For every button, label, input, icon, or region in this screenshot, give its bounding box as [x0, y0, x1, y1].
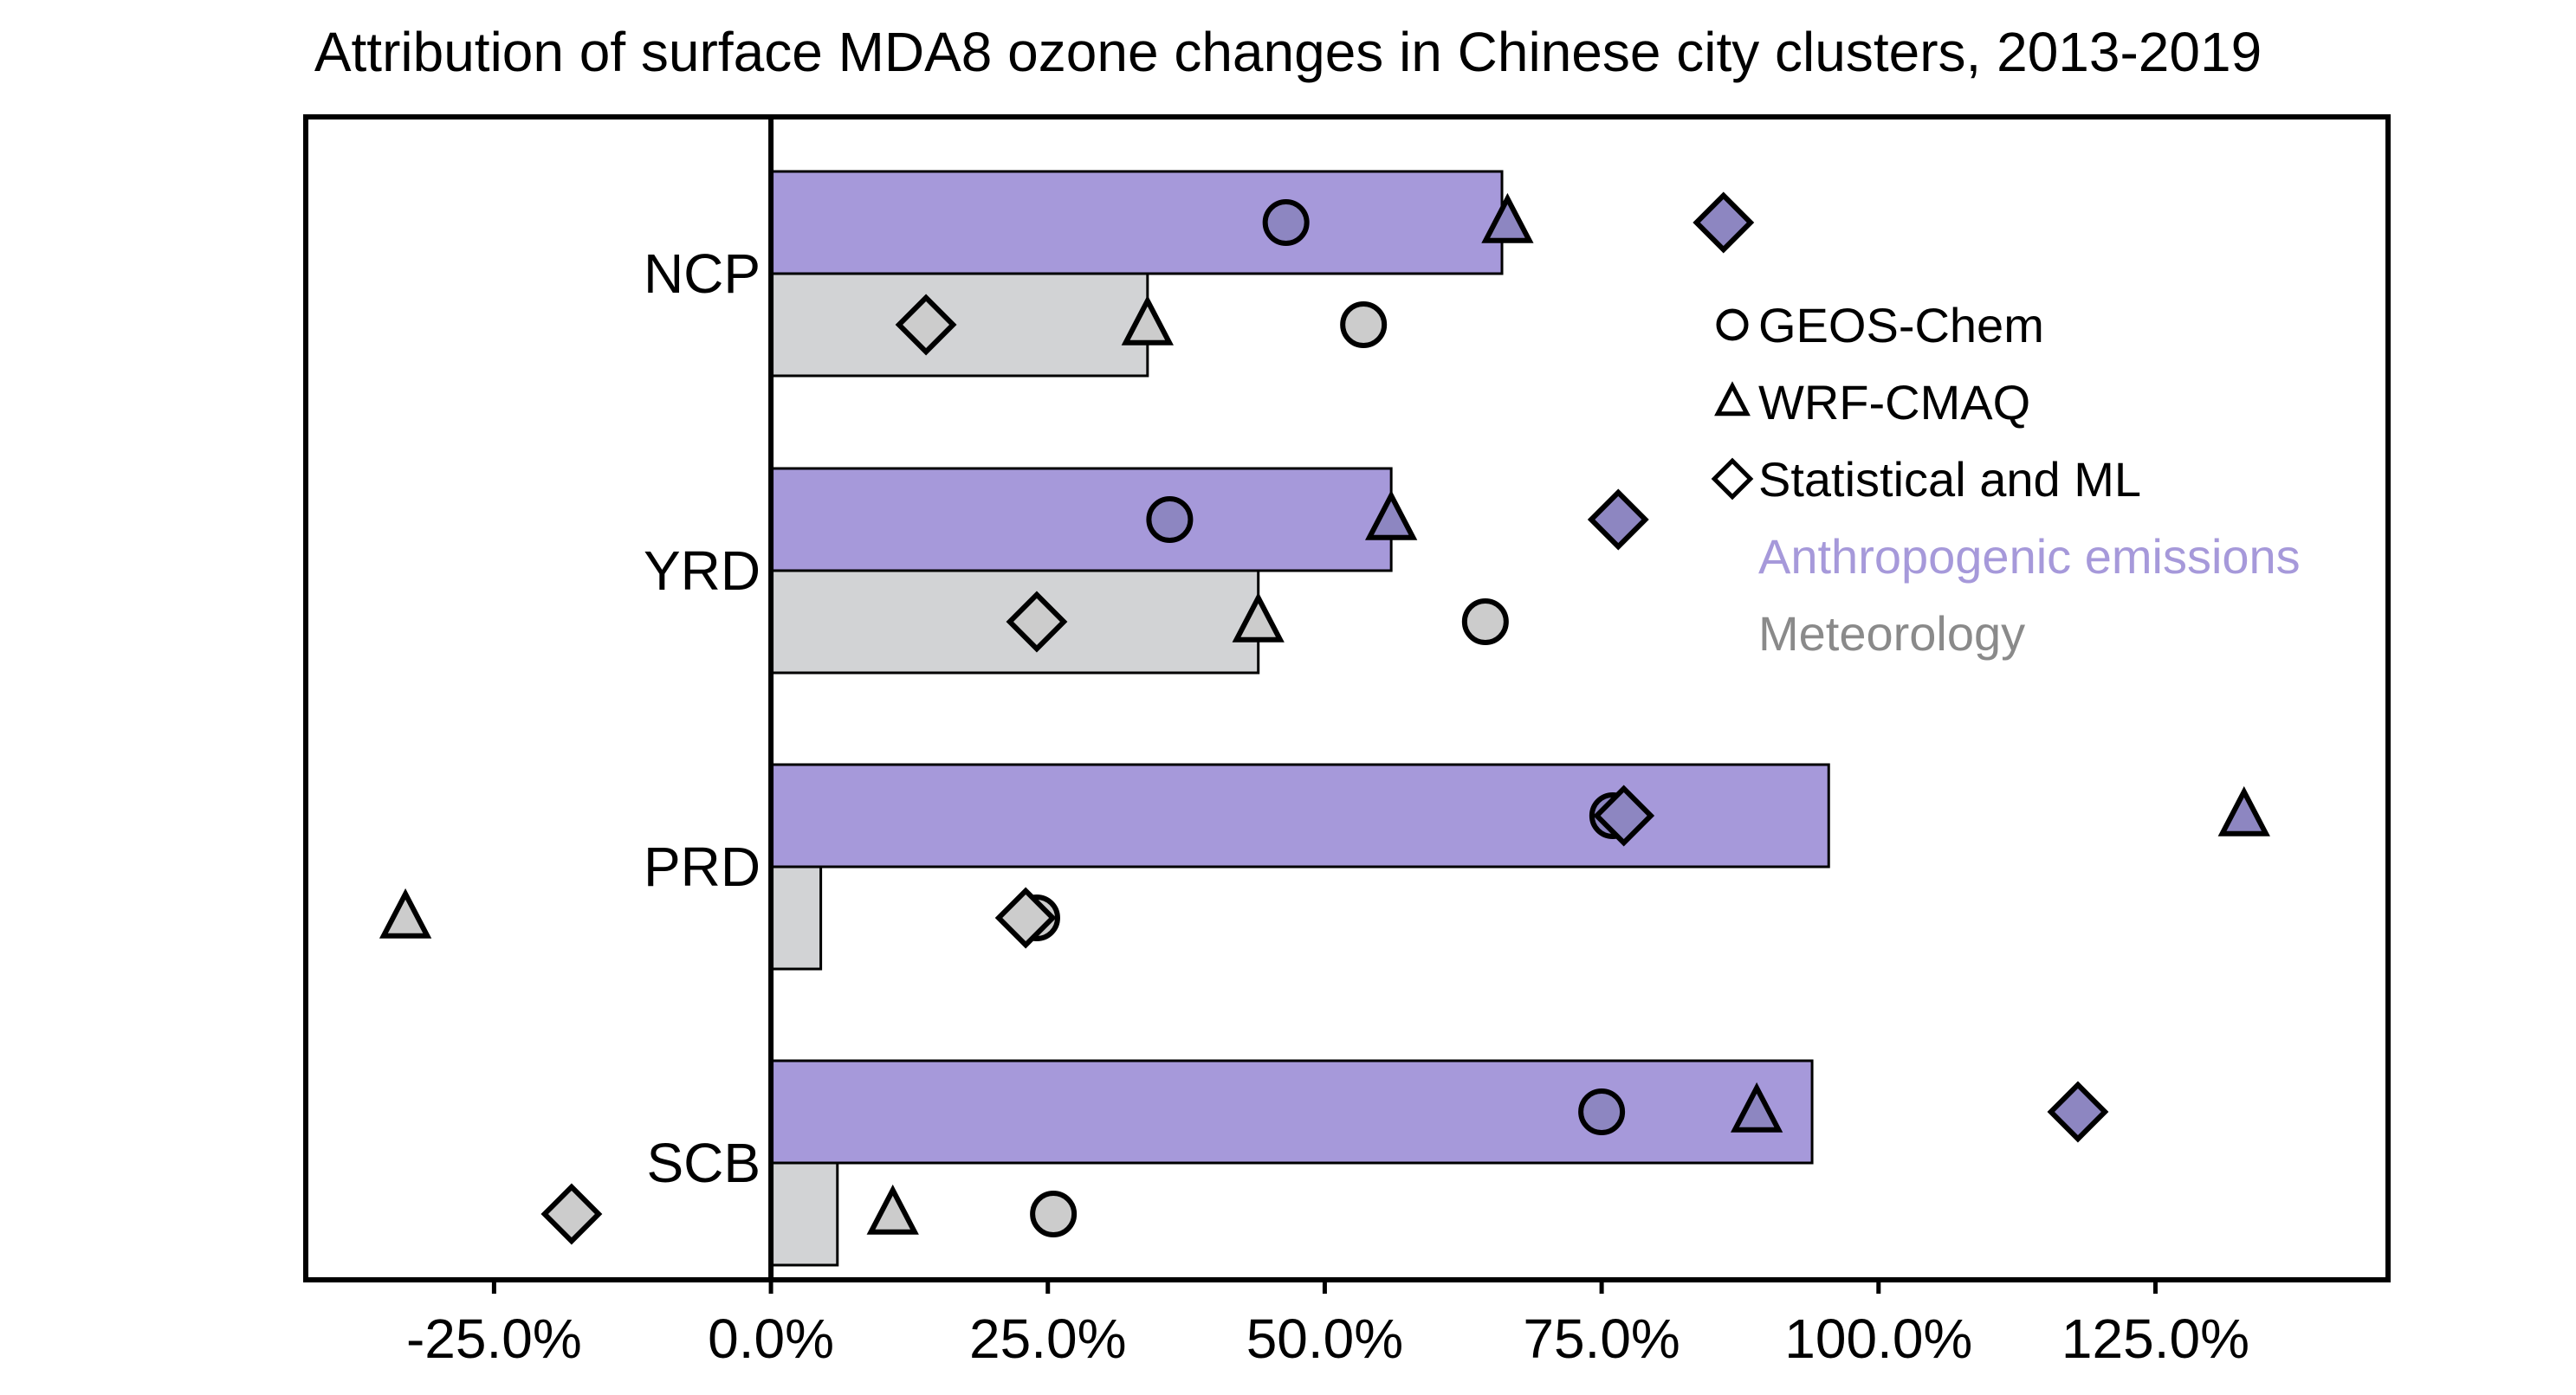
legend-circle-icon — [1716, 308, 1749, 341]
bar-anthropogenic-emissions-yrd — [769, 467, 1393, 572]
marker-wrf-cmaq-anthropogenic-emissions-scb — [1730, 1082, 1783, 1133]
x-tick-label: 50.0% — [1246, 1308, 1403, 1370]
marker-statistical-and-ml-meteorology-scb — [540, 1183, 603, 1245]
bar-meteorology-scb — [769, 1161, 839, 1267]
category-label-scb: SCB — [646, 1132, 761, 1194]
category-label-ncp: NCP — [644, 242, 761, 305]
marker-statistical-and-ml-meteorology-yrd — [1006, 591, 1068, 653]
x-tick-label: -25.0% — [406, 1308, 582, 1370]
marker-wrf-cmaq-meteorology-ncp — [1121, 294, 1174, 346]
marker-wrf-cmaq-meteorology-scb — [866, 1184, 919, 1235]
marker-geos-chem-meteorology-yrd — [1461, 598, 1509, 645]
marker-statistical-and-ml-anthropogenic-emissions-ncp — [1693, 191, 1755, 254]
chart-title: Attribution of surface MDA8 ozone change… — [314, 21, 2262, 83]
category-label-yrd: YRD — [644, 539, 761, 602]
legend-label-anthropogenic-emissions: Anthropogenic emissions — [1758, 529, 2301, 584]
x-tick-label: 100.0% — [1784, 1308, 1972, 1370]
plot-frame — [303, 114, 2391, 1282]
legend-label-geos-chem: GEOS-Chem — [1758, 298, 2044, 352]
bar-anthropogenic-emissions-ncp — [769, 170, 1504, 275]
marker-wrf-cmaq-meteorology-yrd — [1232, 591, 1285, 643]
bar-anthropogenic-emissions-scb — [769, 1059, 1814, 1165]
marker-geos-chem-anthropogenic-emissions-yrd — [1146, 496, 1194, 543]
bar-meteorology-ncp — [769, 272, 1149, 378]
legend-label-wrf-cmaq: WRF-CMAQ — [1758, 375, 2030, 429]
category-label-prd: PRD — [644, 836, 761, 898]
marker-statistical-and-ml-anthropogenic-emissions-yrd — [1587, 488, 1649, 551]
marker-statistical-and-ml-meteorology-ncp — [895, 294, 957, 356]
marker-wrf-cmaq-anthropogenic-emissions-prd — [2217, 785, 2270, 836]
legend-label-statistical-and-ml: Statistical and ML — [1758, 452, 2141, 507]
marker-wrf-cmaq-meteorology-prd — [379, 888, 432, 939]
marker-geos-chem-meteorology-scb — [1030, 1191, 1078, 1237]
x-tick-label: 75.0% — [1523, 1308, 1680, 1370]
marker-statistical-and-ml-anthropogenic-emissions-prd — [1593, 785, 1655, 847]
x-tick-label: 0.0% — [708, 1308, 834, 1370]
x-tick-label: 125.0% — [2061, 1308, 2249, 1370]
bar-meteorology-prd — [769, 865, 823, 971]
marker-wrf-cmaq-anthropogenic-emissions-ncp — [1481, 192, 1534, 243]
marker-geos-chem-anthropogenic-emissions-ncp — [1262, 199, 1310, 246]
bar-anthropogenic-emissions-prd — [769, 763, 1830, 869]
marker-statistical-and-ml-meteorology-prd — [994, 887, 1057, 949]
legend-diamond-icon — [1711, 457, 1754, 501]
legend-label-meteorology: Meteorology — [1758, 606, 2025, 661]
x-tick-label: 25.0% — [969, 1308, 1126, 1370]
legend-triangle-icon — [1714, 381, 1751, 417]
marker-wrf-cmaq-anthropogenic-emissions-yrd — [1364, 489, 1418, 540]
marker-geos-chem-anthropogenic-emissions-scb — [1578, 1088, 1626, 1135]
marker-geos-chem-meteorology-ncp — [1340, 301, 1388, 348]
marker-statistical-and-ml-anthropogenic-emissions-scb — [2047, 1081, 2109, 1143]
